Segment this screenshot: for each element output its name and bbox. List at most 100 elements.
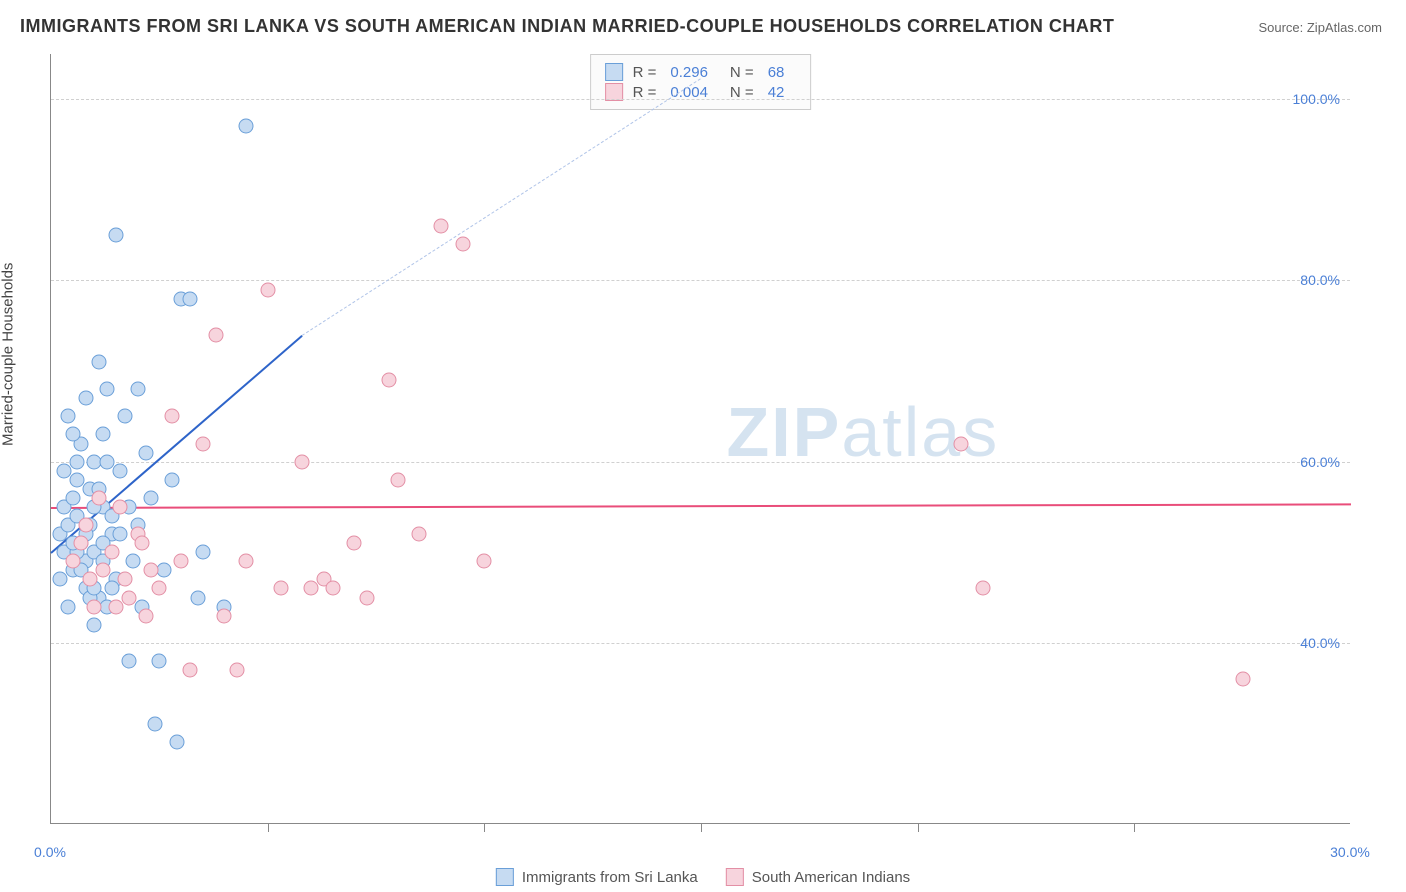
scatter-point — [143, 490, 158, 505]
scatter-point — [304, 581, 319, 596]
scatter-point — [57, 463, 72, 478]
scatter-point — [273, 581, 288, 596]
gridline — [51, 462, 1350, 463]
gridline — [51, 280, 1350, 281]
y-axis-label: Married-couple Households — [0, 263, 17, 446]
legend-r-label: R = — [633, 64, 657, 81]
gridline — [51, 99, 1350, 100]
scatter-point — [130, 382, 145, 397]
scatter-point — [954, 436, 969, 451]
scatter-point — [182, 663, 197, 678]
scatter-point — [109, 228, 124, 243]
scatter-point — [113, 527, 128, 542]
scatter-point — [139, 608, 154, 623]
x-tick-mark — [918, 824, 919, 832]
scatter-plot: ZIPatlas R = 0.296 N = 68 R = 0.004 N = … — [50, 54, 1350, 824]
scatter-point — [477, 554, 492, 569]
legend-n-value: 68 — [768, 64, 785, 81]
scatter-point — [295, 454, 310, 469]
trend-line — [51, 503, 1351, 509]
gridline — [51, 643, 1350, 644]
scatter-point — [117, 409, 132, 424]
y-tick-label: 60.0% — [1300, 454, 1340, 470]
legend-swatch-icon — [726, 868, 744, 886]
scatter-point — [975, 581, 990, 596]
scatter-point — [347, 536, 362, 551]
legend-r-label: R = — [633, 84, 657, 101]
scatter-point — [152, 653, 167, 668]
scatter-point — [217, 608, 232, 623]
scatter-point — [87, 599, 102, 614]
scatter-point — [174, 554, 189, 569]
watermark-light: atlas — [841, 393, 999, 471]
x-tick-label: 30.0% — [1330, 844, 1370, 860]
scatter-point — [87, 617, 102, 632]
scatter-point — [195, 436, 210, 451]
scatter-point — [100, 454, 115, 469]
scatter-point — [239, 119, 254, 134]
scatter-point — [148, 717, 163, 732]
scatter-point — [61, 599, 76, 614]
legend-n-label: N = — [730, 64, 754, 81]
scatter-point — [139, 445, 154, 460]
scatter-point — [78, 518, 93, 533]
scatter-point — [104, 545, 119, 560]
scatter-point — [412, 527, 427, 542]
legend-item: South American Indians — [726, 868, 910, 886]
scatter-point — [208, 327, 223, 342]
scatter-point — [191, 590, 206, 605]
source-label: Source: ZipAtlas.com — [1258, 20, 1382, 35]
scatter-point — [230, 663, 245, 678]
scatter-point — [1235, 672, 1250, 687]
watermark: ZIPatlas — [726, 392, 999, 472]
y-tick-label: 80.0% — [1300, 272, 1340, 288]
y-tick-label: 100.0% — [1293, 91, 1340, 107]
scatter-point — [325, 581, 340, 596]
legend-series-label: South American Indians — [752, 869, 910, 886]
x-tick-mark — [484, 824, 485, 832]
scatter-point — [65, 554, 80, 569]
scatter-point — [96, 427, 111, 442]
scatter-point — [360, 590, 375, 605]
watermark-bold: ZIP — [726, 393, 841, 471]
scatter-point — [104, 581, 119, 596]
trend-line-dashed — [302, 78, 701, 336]
legend-series-label: Immigrants from Sri Lanka — [522, 869, 698, 886]
scatter-point — [74, 536, 89, 551]
legend-n-value: 42 — [768, 84, 785, 101]
scatter-point — [122, 653, 137, 668]
scatter-point — [182, 291, 197, 306]
scatter-point — [91, 490, 106, 505]
legend-r-value: 0.296 — [670, 64, 708, 81]
chart-title: IMMIGRANTS FROM SRI LANKA VS SOUTH AMERI… — [20, 16, 1114, 37]
x-tick-mark — [1134, 824, 1135, 832]
x-tick-mark — [701, 824, 702, 832]
x-tick-label: 0.0% — [34, 844, 66, 860]
scatter-point — [165, 472, 180, 487]
scatter-point — [65, 490, 80, 505]
scatter-point — [52, 572, 67, 587]
scatter-point — [152, 581, 167, 596]
scatter-point — [455, 237, 470, 252]
legend-swatch-icon — [496, 868, 514, 886]
stats-legend: R = 0.296 N = 68 R = 0.004 N = 42 — [590, 54, 812, 110]
scatter-point — [169, 735, 184, 750]
scatter-point — [113, 499, 128, 514]
legend-item: Immigrants from Sri Lanka — [496, 868, 698, 886]
scatter-point — [109, 599, 124, 614]
scatter-point — [83, 572, 98, 587]
scatter-point — [100, 382, 115, 397]
scatter-point — [382, 373, 397, 388]
scatter-point — [156, 563, 171, 578]
scatter-point — [113, 463, 128, 478]
scatter-point — [61, 409, 76, 424]
scatter-point — [195, 545, 210, 560]
scatter-point — [165, 409, 180, 424]
x-tick-mark — [268, 824, 269, 832]
scatter-point — [117, 572, 132, 587]
scatter-point — [390, 472, 405, 487]
scatter-point — [70, 454, 85, 469]
series-legend: Immigrants from Sri Lanka South American… — [496, 868, 910, 886]
scatter-point — [122, 590, 137, 605]
scatter-point — [143, 563, 158, 578]
